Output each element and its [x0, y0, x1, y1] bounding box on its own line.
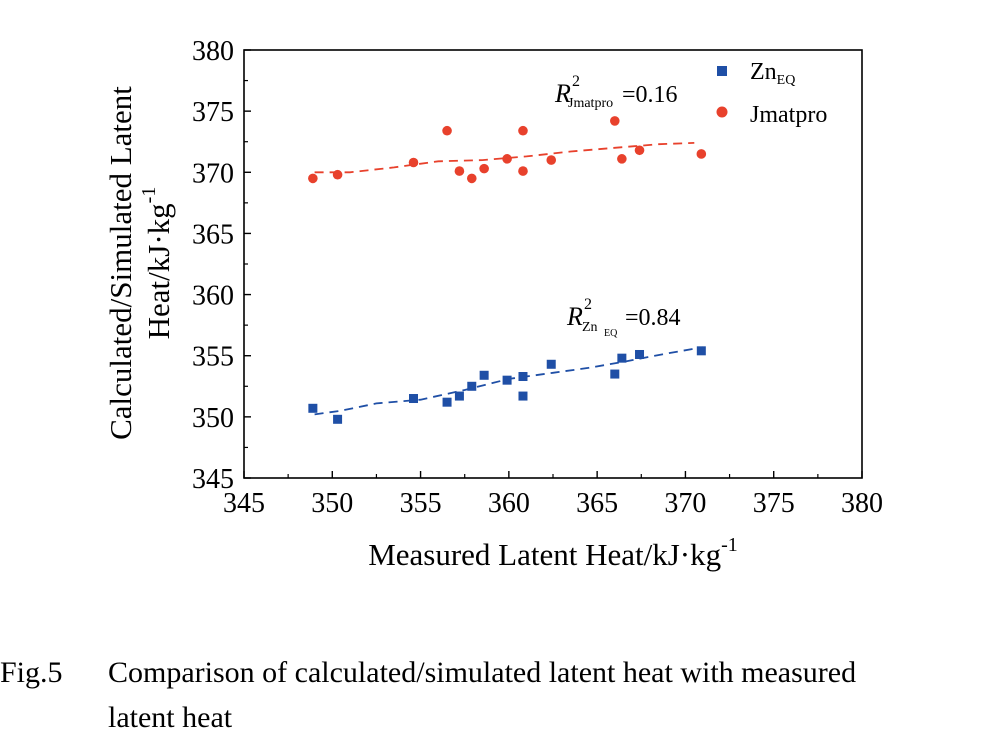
y-tick-label-345: 345: [192, 464, 234, 495]
caption-line-1: Fig.5 Comparison of calculated/simulated …: [0, 650, 1002, 695]
svg-text:=0.84: =0.84: [625, 305, 681, 331]
y-tick-label-350: 350: [192, 403, 234, 434]
point-zn-2: [409, 394, 419, 404]
y-tick-label-375: 375: [192, 97, 234, 128]
x-tick-label-355: 355: [400, 488, 442, 519]
point-zn-1: [333, 414, 343, 424]
legend-zn-label: ZnEQ: [750, 59, 795, 88]
legend-jmatpro-label: Jmatpro: [750, 102, 827, 128]
x-tick-label-375: 375: [753, 488, 795, 519]
data-points: [308, 116, 707, 424]
y-axis-title-line2: Heat/kJ·kg-1: [138, 187, 176, 340]
caption-label: Fig.5: [0, 656, 63, 689]
point-jmatpro-3: [442, 125, 452, 136]
latent-heat-scatter-chart: 345 350 355 360 365 370 375 380 345 350 355 360 365 3…: [103, 36, 883, 572]
point-jmatpro-6: [479, 163, 489, 174]
caption-text-line1: Comparison of calculated/simulated laten…: [108, 656, 857, 689]
y-axis-title: Calculated/Simulated Latent Heat/kJ·kg-1: [103, 86, 176, 440]
trend-line-jmatpro: [314, 142, 695, 174]
svg-text:EQ: EQ: [604, 328, 618, 339]
svg-text:R: R: [566, 302, 583, 331]
svg-text:2: 2: [572, 73, 580, 90]
legend-zn-marker: [717, 66, 727, 76]
x-tick-label-370: 370: [664, 488, 706, 519]
caption-line-2: latent heat: [0, 695, 1002, 740]
legend: ZnEQ Jmatpro: [716, 59, 827, 128]
point-zn-13: [635, 349, 645, 359]
svg-text:2: 2: [584, 296, 592, 313]
point-zn-10: [546, 359, 556, 369]
caption-text-line2: latent heat: [108, 701, 233, 734]
y-tick-label-365: 365: [192, 219, 234, 250]
point-zn-5: [467, 381, 477, 391]
y-tick-label-360: 360: [192, 281, 234, 312]
y-axis-title-line1: Calculated/Simulated Latent: [103, 86, 138, 440]
y-axis-title-superscript: -1: [138, 187, 160, 204]
y-tick-label-370: 370: [192, 158, 234, 189]
point-zn-9: [518, 391, 528, 401]
svg-text:R: R: [554, 79, 571, 108]
point-jmatpro-2: [408, 157, 419, 168]
point-jmatpro-4: [454, 166, 465, 176]
y-tick-label-380: 380: [192, 36, 234, 67]
point-zn-3: [442, 397, 452, 407]
legend-jmatpro-marker: [716, 106, 728, 118]
point-zn-14: [696, 346, 706, 356]
x-tick-label-380: 380: [841, 488, 883, 519]
r2-annotation-jmatpro: R 2 Jmatpro =0.16: [554, 73, 678, 111]
point-jmatpro-14: [696, 149, 707, 159]
point-zn-6: [479, 370, 489, 380]
point-jmatpro-0: [308, 173, 318, 184]
svg-text:=0.16: =0.16: [622, 82, 678, 108]
svg-text:Zn: Zn: [582, 320, 598, 335]
y-tick-label-355: 355: [192, 342, 234, 373]
x-tick-label-350: 350: [311, 488, 353, 519]
trend-lines: [314, 142, 704, 416]
point-jmatpro-9: [518, 166, 528, 176]
point-zn-8: [518, 372, 528, 382]
figure-caption: Fig.5 Comparison of calculated/simulated …: [0, 650, 1002, 740]
point-jmatpro-1: [332, 169, 343, 180]
axes: 345 350 355 360 365 370 375 380 345 350 355 360 365 3…: [192, 36, 883, 519]
svg-text:Jmatpro: Jmatpro: [568, 96, 613, 111]
r2-annotation-zn: R 2 Zn EQ =0.84: [566, 296, 681, 339]
point-jmatpro-5: [466, 173, 477, 184]
point-jmatpro-8: [518, 125, 528, 136]
x-axis-title-superscript: -1: [721, 534, 738, 556]
point-zn-7: [502, 375, 512, 385]
point-zn-0: [308, 403, 318, 413]
point-jmatpro-7: [502, 154, 512, 164]
point-jmatpro-10: [546, 155, 557, 165]
x-tick-label-360: 360: [488, 488, 530, 519]
point-zn-4: [454, 391, 464, 401]
point-zn-12: [617, 353, 627, 363]
point-jmatpro-12: [617, 154, 627, 164]
point-zn-11: [610, 369, 620, 379]
x-tick-label-365: 365: [576, 488, 618, 519]
x-tick-label-345: 345: [223, 488, 265, 519]
point-jmatpro-13: [634, 145, 645, 156]
point-jmatpro-11: [610, 116, 620, 126]
x-axis-title: Measured Latent Heat/kJ·kg-1: [368, 534, 738, 572]
